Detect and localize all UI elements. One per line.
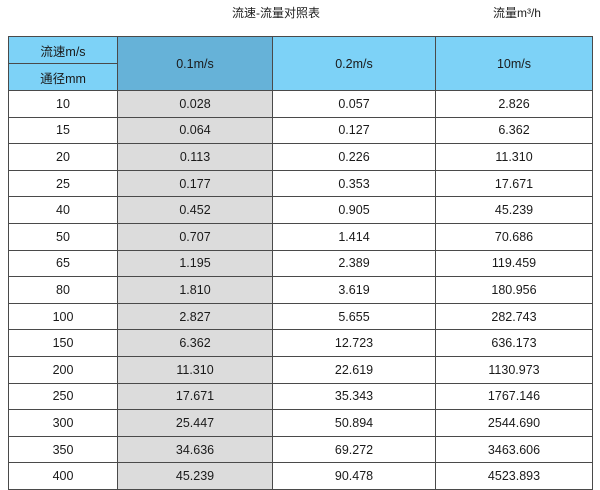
cell-nominal-diameter: 150 xyxy=(8,329,118,357)
flow-unit-title: 流量m³/h xyxy=(492,6,541,20)
cell-flow-0.2ms: 0.127 xyxy=(272,116,436,145)
cell-nominal-diameter: 10 xyxy=(8,90,118,118)
table-row: 150 6.362 12.723 636.173 xyxy=(8,329,593,357)
cell-flow-0.1ms: 0.064 xyxy=(117,116,273,145)
table-row: 80 1.810 3.619 180.956 xyxy=(8,276,593,304)
table-body: 10 0.028 0.057 2.826 15 0.064 0.127 6.362 20 0.11… xyxy=(8,90,593,490)
cell-flow-10ms: 11.310 xyxy=(435,143,593,171)
cell-nominal-diameter: 80 xyxy=(8,276,118,304)
table-row: 400 45.239 90.478 4523.893 xyxy=(8,462,593,490)
cell-nominal-diameter: 200 xyxy=(8,355,118,384)
cell-flow-10ms: 1767.146 xyxy=(435,382,593,411)
table-row: 20 0.113 0.226 11.310 xyxy=(8,143,593,171)
cell-flow-0.2ms: 0.905 xyxy=(272,196,436,224)
cell-flow-0.1ms: 11.310 xyxy=(117,355,273,384)
cell-flow-0.1ms: 17.671 xyxy=(117,382,273,411)
cell-flow-0.2ms: 0.057 xyxy=(272,90,436,118)
table-row: 25 0.177 0.353 17.671 xyxy=(8,169,593,198)
column-header-v3: 10m/s xyxy=(435,36,593,91)
cell-nominal-diameter: 400 xyxy=(8,462,118,490)
cell-flow-0.2ms: 0.226 xyxy=(272,143,436,171)
header-row-top: 流速m/s 0.1m/s 0.2m/s 10m/s xyxy=(8,36,593,91)
cell-nominal-diameter: 100 xyxy=(8,302,118,331)
cell-flow-10ms: 282.743 xyxy=(435,302,593,331)
cell-flow-0.2ms: 22.619 xyxy=(272,355,436,384)
table-row: 350 34.636 69.272 3463.606 xyxy=(8,435,593,464)
cell-flow-10ms: 119.459 xyxy=(435,249,593,278)
cell-flow-0.2ms: 0.353 xyxy=(272,169,436,198)
cell-flow-0.2ms: 12.723 xyxy=(272,329,436,357)
cell-flow-0.1ms: 45.239 xyxy=(117,462,273,490)
cell-flow-10ms: 2.826 xyxy=(435,90,593,118)
cell-nominal-diameter: 300 xyxy=(8,409,118,437)
table-row: 10 0.028 0.057 2.826 xyxy=(8,90,593,118)
column-header-v2: 0.2m/s xyxy=(272,36,436,91)
cell-nominal-diameter: 25 xyxy=(8,169,118,198)
flow-rate-conversion-table: 流速m/s 0.1m/s 0.2m/s 10m/s 通径mm 10 0.028 0.… xyxy=(8,36,593,490)
table-row: 65 1.195 2.389 119.459 xyxy=(8,249,593,278)
table-row: 15 0.064 0.127 6.362 xyxy=(8,116,593,145)
cell-flow-10ms: 4523.893 xyxy=(435,462,593,490)
cell-flow-0.1ms: 1.195 xyxy=(117,249,273,278)
cell-nominal-diameter: 65 xyxy=(8,249,118,278)
table-head: 流速m/s 0.1m/s 0.2m/s 10m/s 通径mm xyxy=(8,36,593,91)
cell-flow-0.1ms: 6.362 xyxy=(117,329,273,357)
column-header-v1: 0.1m/s xyxy=(117,36,273,91)
cell-flow-10ms: 180.956 xyxy=(435,276,593,304)
cell-flow-0.1ms: 0.177 xyxy=(117,169,273,198)
table-row: 200 11.310 22.619 1130.973 xyxy=(8,355,593,384)
cell-flow-0.1ms: 34.636 xyxy=(117,435,273,464)
cell-flow-0.2ms: 3.619 xyxy=(272,276,436,304)
cell-flow-10ms: 1130.973 xyxy=(435,355,593,384)
cell-flow-10ms: 3463.606 xyxy=(435,435,593,464)
cell-flow-0.1ms: 0.707 xyxy=(117,222,273,251)
table-row: 50 0.707 1.414 70.686 xyxy=(8,222,593,251)
table-container: 流速m/s 0.1m/s 0.2m/s 10m/s 通径mm 10 0.028 0.… xyxy=(8,36,593,490)
corner-header-velocity-label: 流速m/s xyxy=(8,36,118,64)
table-row: 40 0.452 0.905 45.239 xyxy=(8,196,593,224)
cell-flow-0.2ms: 35.343 xyxy=(272,382,436,411)
cell-flow-0.1ms: 25.447 xyxy=(117,409,273,437)
table-row: 250 17.671 35.343 1767.146 xyxy=(8,382,593,411)
cell-flow-10ms: 636.173 xyxy=(435,329,593,357)
cell-nominal-diameter: 50 xyxy=(8,222,118,251)
cell-nominal-diameter: 15 xyxy=(8,116,118,145)
cell-nominal-diameter: 40 xyxy=(8,196,118,224)
cell-flow-0.1ms: 2.827 xyxy=(117,302,273,331)
titles-row: 流速-流量对照表 流量m³/h xyxy=(0,0,600,36)
page-title: 流速-流量对照表 xyxy=(232,6,320,20)
cell-nominal-diameter: 250 xyxy=(8,382,118,411)
corner-header-diameter-label: 通径mm xyxy=(8,63,118,91)
cell-flow-0.2ms: 2.389 xyxy=(272,249,436,278)
cell-flow-0.1ms: 0.452 xyxy=(117,196,273,224)
cell-nominal-diameter: 350 xyxy=(8,435,118,464)
cell-flow-10ms: 70.686 xyxy=(435,222,593,251)
cell-flow-0.1ms: 0.028 xyxy=(117,90,273,118)
cell-flow-10ms: 2544.690 xyxy=(435,409,593,437)
header-row-bottom: 通径mm xyxy=(8,63,593,91)
cell-flow-0.2ms: 1.414 xyxy=(272,222,436,251)
cell-flow-10ms: 6.362 xyxy=(435,116,593,145)
cell-flow-10ms: 17.671 xyxy=(435,169,593,198)
table-row: 300 25.447 50.894 2544.690 xyxy=(8,409,593,437)
table-row: 100 2.827 5.655 282.743 xyxy=(8,302,593,331)
cell-flow-0.2ms: 69.272 xyxy=(272,435,436,464)
cell-flow-0.2ms: 5.655 xyxy=(272,302,436,331)
cell-flow-0.2ms: 90.478 xyxy=(272,462,436,490)
cell-flow-0.2ms: 50.894 xyxy=(272,409,436,437)
cell-flow-0.1ms: 1.810 xyxy=(117,276,273,304)
cell-nominal-diameter: 20 xyxy=(8,143,118,171)
cell-flow-10ms: 45.239 xyxy=(435,196,593,224)
cell-flow-0.1ms: 0.113 xyxy=(117,143,273,171)
